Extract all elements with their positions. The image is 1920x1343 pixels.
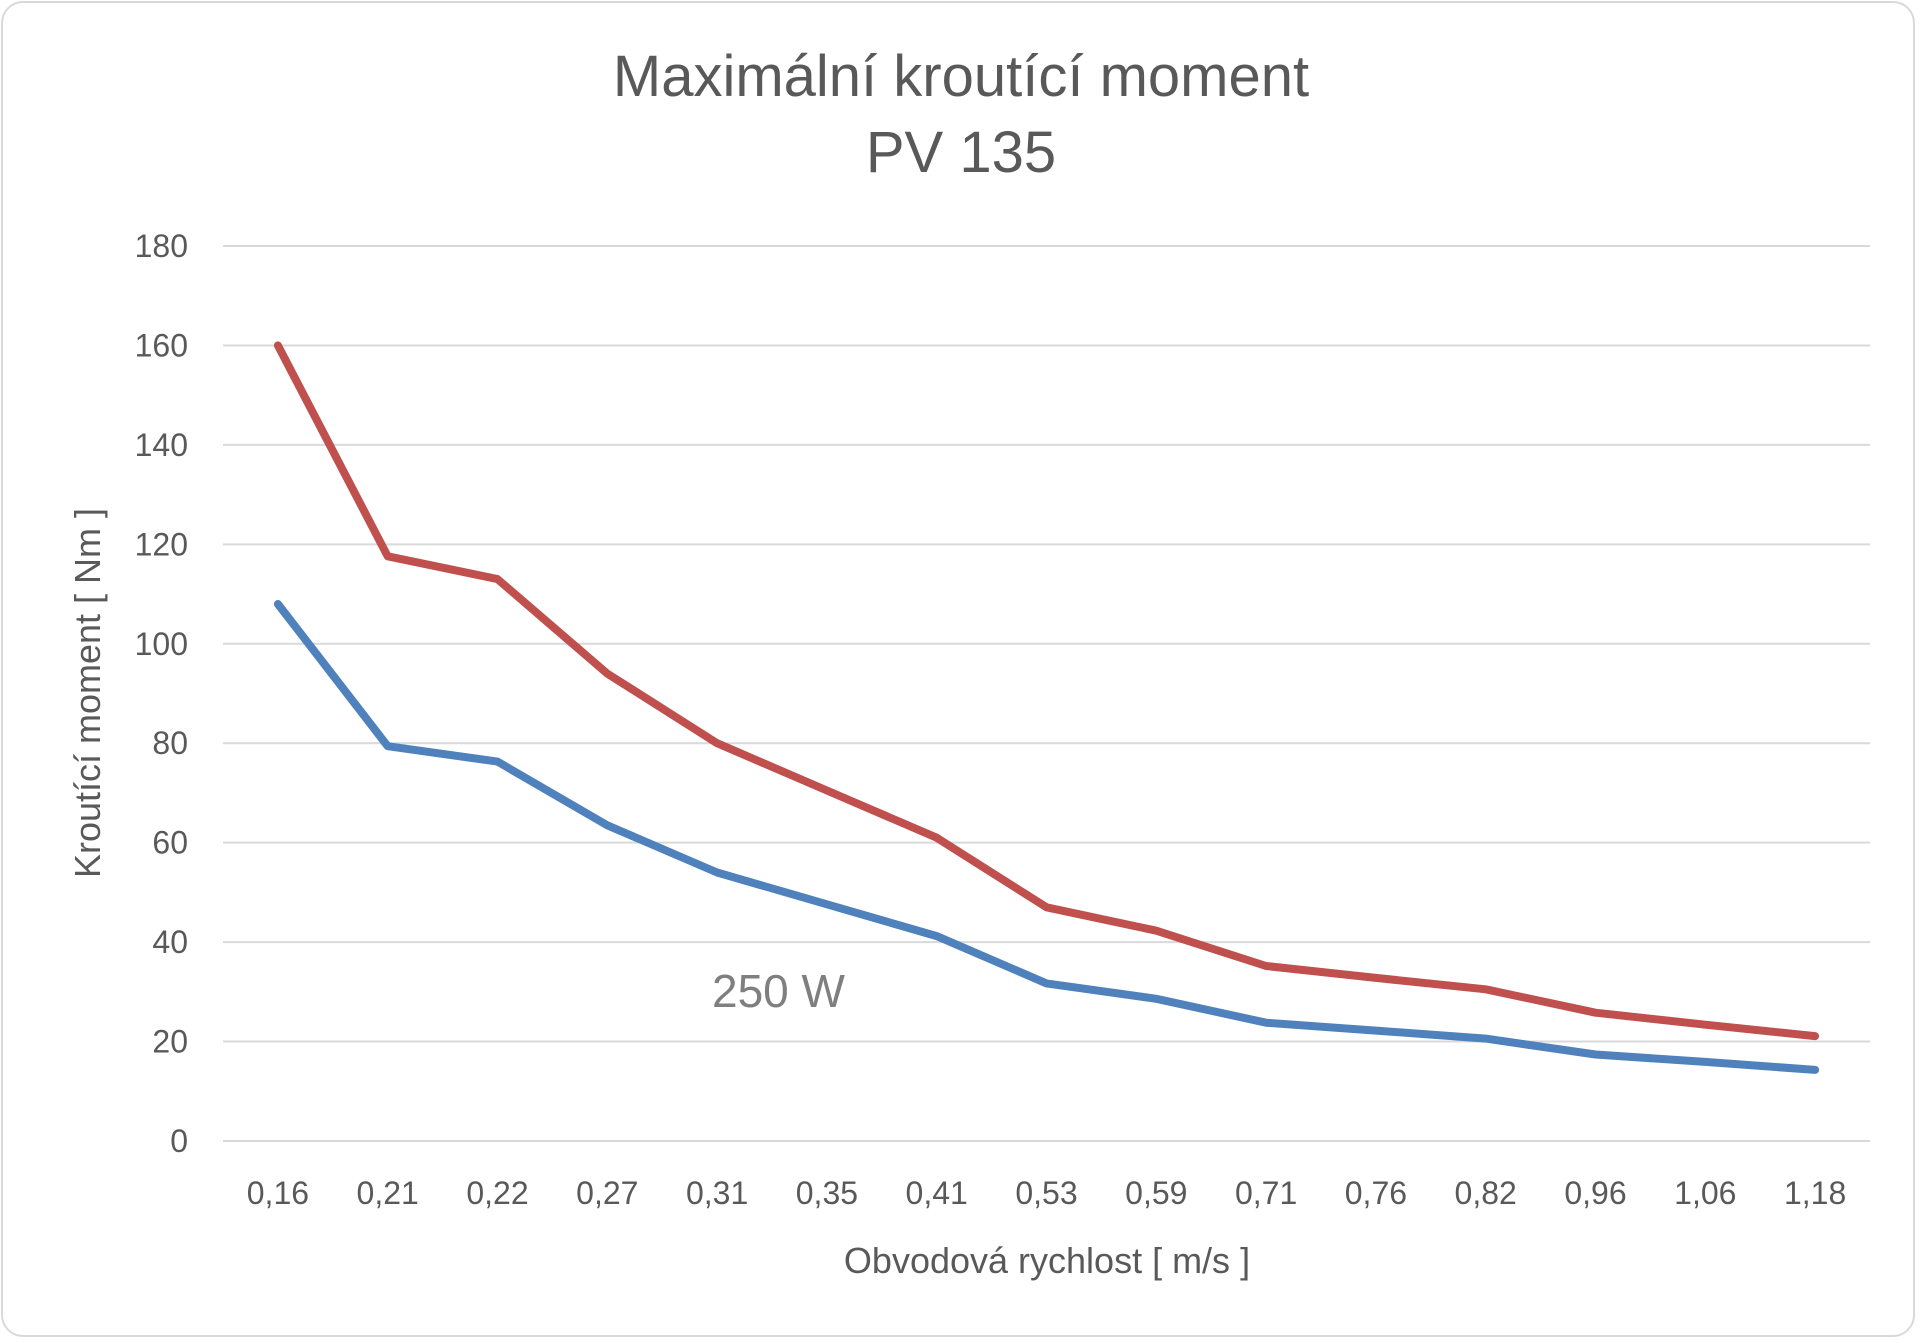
y-axis-title: Kroutící moment [ Nm ] bbox=[67, 508, 108, 878]
x-tick-label: 0,82 bbox=[1455, 1175, 1517, 1211]
y-tick-label: 160 bbox=[135, 327, 188, 363]
series-line-1 bbox=[273, 341, 1820, 1041]
x-tick-label: 0,41 bbox=[906, 1175, 968, 1211]
x-tick-label: 0,21 bbox=[357, 1175, 419, 1211]
y-tick-label: 60 bbox=[152, 825, 188, 861]
power-annotation: 250 W bbox=[712, 965, 846, 1017]
gridlines bbox=[223, 245, 1870, 1142]
y-tick-label: 40 bbox=[152, 924, 188, 960]
x-tick-label: 0,59 bbox=[1125, 1175, 1187, 1211]
y-tick-label: 180 bbox=[135, 228, 188, 264]
x-tick-label: 0,27 bbox=[576, 1175, 638, 1211]
x-tick-label: 0,16 bbox=[247, 1175, 309, 1211]
y-axis-ticks: 0 20 40 60 80 100 120 140 160 180 bbox=[135, 228, 188, 1159]
y-tick-label: 100 bbox=[135, 626, 188, 662]
x-tick-label: 0,76 bbox=[1345, 1175, 1407, 1211]
x-tick-label: 0,71 bbox=[1235, 1175, 1297, 1211]
y-tick-label: 140 bbox=[135, 427, 188, 463]
x-axis-ticks: 0,16 0,21 0,22 0,27 0,31 0,35 0,41 0,53 0,59 0,71… bbox=[247, 1175, 1846, 1211]
x-axis-title: Obvodová rychlost [ m/s ] bbox=[844, 1240, 1250, 1281]
x-tick-label: 1,06 bbox=[1674, 1175, 1736, 1211]
x-tick-label: 0,22 bbox=[466, 1175, 528, 1211]
y-tick-label: 120 bbox=[135, 526, 188, 562]
x-tick-label: 0,53 bbox=[1015, 1175, 1077, 1211]
series-lines bbox=[273, 341, 1820, 1074]
y-tick-label: 20 bbox=[152, 1024, 188, 1060]
x-tick-label: 0,35 bbox=[796, 1175, 858, 1211]
x-tick-label: 0,31 bbox=[686, 1175, 748, 1211]
y-tick-label: 80 bbox=[152, 725, 188, 761]
chart-subtitle: PV 135 bbox=[866, 120, 1056, 185]
x-tick-label: 0,96 bbox=[1564, 1175, 1626, 1211]
y-tick-label: 0 bbox=[170, 1123, 188, 1159]
chart-title: Maximální kroutící moment bbox=[613, 44, 1309, 109]
series-line-2 bbox=[273, 600, 1820, 1074]
x-tick-label: 1,18 bbox=[1784, 1175, 1846, 1211]
